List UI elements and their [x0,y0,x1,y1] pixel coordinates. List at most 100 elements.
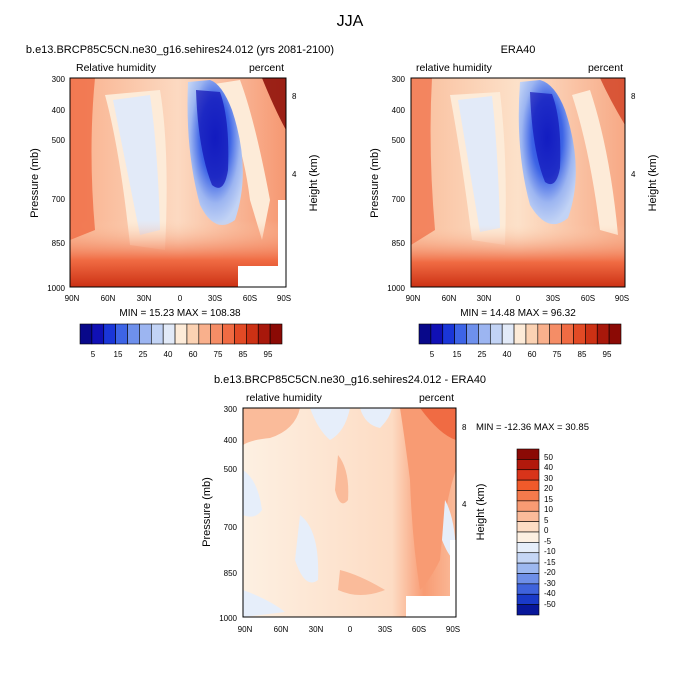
colorbar-swatch [516,479,540,491]
colorbar-swatch [246,323,259,345]
colorbar-swatch [516,500,540,512]
colorbar-swatch [516,562,540,574]
y-tick-label: 400 [392,106,406,115]
subtitle-right: percent [249,62,284,74]
x-tick-label: 30S [546,294,560,303]
y-axis-label: Pressure (mb) [369,148,381,218]
colorbar-swatch [549,323,562,345]
plot-area [69,77,287,288]
subtitle-right: percent [419,392,454,404]
colorbar-label: 5 [430,350,435,359]
x-tick-label: 60N [274,625,289,634]
colorbar-swatch [139,323,152,345]
colorbar-swatch [162,323,176,345]
colorbar-swatch [516,521,540,533]
x-tick-label: 60N [442,294,457,303]
colorbar-swatch [516,469,540,481]
colorbar-swatch [516,531,540,543]
colorbar-swatch [573,323,586,345]
panel-title: b.e13.BRCP85C5CN.ne30_g16.sehires24.012 … [26,44,334,56]
colorbar-label: 20 [544,484,553,493]
colorbar-label: 60 [528,350,537,359]
y-axis-left: 300 400 500 700 850 1000 Pressure (mb) [369,75,406,293]
y-tick-label: 1000 [219,614,237,623]
colorbar-label: 40 [544,463,553,472]
subtitle-left: relative humidity [416,62,493,74]
x-axis: 90N 60N 30N 0 30S 60S 90S [406,294,629,303]
y-tick-label: 500 [392,136,406,145]
colorbar-swatch [516,552,540,564]
min-max-stats: MIN = -12.36 MAX = 30.85 [476,422,589,433]
colorbar-label: 60 [189,350,198,359]
x-tick-label: 30N [137,294,152,303]
x-tick-label: 90N [65,294,80,303]
colorbar-swatch [516,448,540,460]
colorbar-swatch [103,323,116,345]
colorbar-label: -30 [544,579,556,588]
y-axis-right: 8 4 Height (km) [292,92,320,211]
colorbar-swatch [516,573,540,585]
colorbar-swatch [466,323,479,345]
y-tick-label: 500 [52,136,66,145]
colorbar-label: -50 [544,600,556,609]
y-tick-label: 850 [52,239,66,248]
y-right-tick-label: 4 [631,170,636,179]
y-right-tick-label: 8 [462,423,467,432]
colorbar-label: 5 [91,350,96,359]
colorbar-label: 95 [603,350,612,359]
colorbar-label: 85 [578,350,587,359]
colorbar-swatch [516,542,540,554]
y-tick-label: 400 [224,436,238,445]
y-right-tick-label: 8 [292,92,297,101]
colorbar-swatch [501,323,515,345]
colorbar-label: -40 [544,589,556,598]
panel-difference: b.e13.BRCP85C5CN.ne30_g16.sehires24.012 … [201,374,589,634]
colorbar: 50 40 30 20 15 10 5 0 -5 -10 -15 -20 -30… [516,448,556,616]
y-tick-label: 400 [52,106,66,115]
y-right-axis-label: Height (km) [647,155,659,212]
colorbar-swatch [516,593,540,605]
x-tick-label: 30S [208,294,222,303]
x-tick-label: 30N [309,625,324,634]
x-tick-label: 90N [406,294,421,303]
colorbar-swatch [115,323,128,345]
x-axis: 90N 60N 30N 0 30S 60S 90S [65,294,291,303]
colorbar-label: 40 [503,350,512,359]
colorbar-swatch [516,490,540,502]
x-tick-label: 90S [446,625,460,634]
y-tick-label: 700 [224,523,238,532]
colorbar-label: 15 [114,350,123,359]
colorbar-label: 85 [239,350,248,359]
y-tick-label: 1000 [47,284,65,293]
y-right-tick-label: 8 [631,92,636,101]
colorbar-swatch [430,323,444,345]
colorbar-swatch [513,323,527,345]
colorbar-swatch [525,323,539,345]
colorbar-label: -10 [544,547,556,556]
colorbar-swatch [585,323,598,345]
colorbar-swatch [269,323,283,345]
colorbar-label: 75 [553,350,562,359]
colorbar: 5 15 25 40 60 75 85 95 [418,323,622,359]
colorbar-swatch [79,323,93,345]
colorbar-label: 15 [453,350,462,359]
colorbar-swatch [516,459,540,471]
colorbar-swatch [186,323,200,345]
plot-area [410,77,626,288]
colorbar-swatch [91,323,105,345]
colorbar-label: 50 [544,453,553,462]
y-right-axis-label: Height (km) [308,155,320,212]
y-axis-label: Pressure (mb) [201,477,213,547]
colorbar-label: 25 [139,350,148,359]
colorbar-label: 0 [544,526,549,535]
x-tick-label: 30S [378,625,392,634]
y-tick-label: 500 [224,465,238,474]
colorbar-label: 15 [544,495,553,504]
panel-era40: ERA40 relative humidity percent 300 400 … [369,44,659,359]
y-tick-label: 300 [224,405,238,414]
panel-title: ERA40 [501,44,536,56]
colorbar-swatch [234,323,247,345]
colorbar-swatch [222,323,235,345]
x-tick-label: 90N [238,625,253,634]
panel-title: b.e13.BRCP85C5CN.ne30_g16.sehires24.012 … [214,374,486,386]
